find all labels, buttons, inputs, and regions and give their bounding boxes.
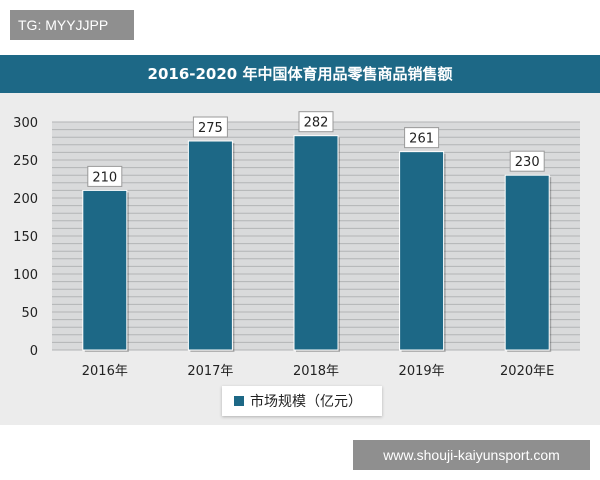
legend-swatch [234, 396, 244, 406]
source-tag: TG: MYYJJPP [10, 10, 134, 40]
bar [82, 189, 128, 351]
data-label-box [192, 116, 228, 138]
bar [504, 174, 550, 351]
data-label: 230 [515, 155, 540, 170]
data-label-box [87, 165, 123, 187]
bar [399, 151, 445, 351]
watermark: www.shouji-kaiyunsport.com [353, 440, 590, 470]
x-tick-label: 2019年 [399, 364, 445, 379]
x-tick-label: 2017年 [187, 364, 233, 379]
bar [187, 140, 233, 351]
legend: 市场规模（亿元） [222, 386, 382, 416]
data-label: 261 [409, 132, 434, 147]
bar [293, 135, 339, 351]
chart-title: 2016-2020 年中国体育用品零售商品销售额 [0, 55, 600, 93]
data-label: 275 [198, 121, 223, 136]
y-tick-label: 150 [13, 230, 38, 245]
y-tick-label: 50 [21, 306, 38, 321]
y-tick-label: 0 [30, 344, 38, 359]
x-tick-label: 2018年 [293, 364, 339, 379]
data-label: 282 [304, 116, 329, 131]
y-tick-label: 100 [13, 268, 38, 283]
x-tick-label: 2020年E [500, 364, 554, 379]
legend-label: 市场规模（亿元） [250, 394, 362, 410]
data-label-box [404, 127, 440, 149]
data-label-box [509, 150, 545, 172]
y-tick-label: 200 [13, 192, 38, 207]
data-label-box [298, 111, 334, 133]
y-tick-label: 250 [13, 154, 38, 169]
x-tick-label: 2016年 [82, 364, 128, 379]
y-tick-label: 300 [13, 116, 38, 131]
data-label: 210 [92, 170, 117, 185]
